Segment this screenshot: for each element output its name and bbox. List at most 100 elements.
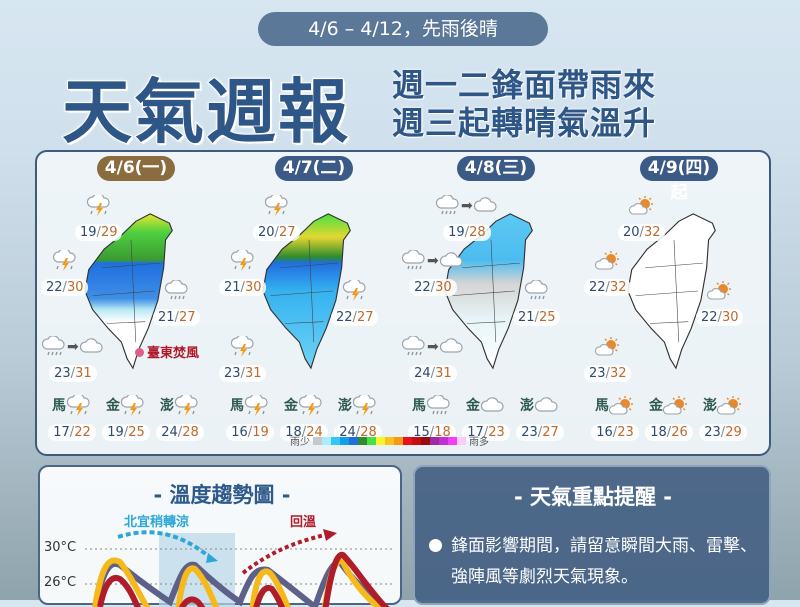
sun-cloud-icon — [663, 395, 689, 417]
high-temp: 19 — [252, 425, 269, 440]
thunder-icon — [174, 395, 200, 417]
temperature: 17/22 — [48, 424, 96, 441]
sun-cloud-icon — [707, 280, 733, 302]
legend-swatch — [340, 436, 349, 445]
legend-swatch — [313, 436, 322, 445]
temperature: 22/32 — [584, 279, 632, 296]
temperature: 19/25 — [102, 424, 150, 441]
island-forecast: 金 19/25 — [101, 395, 151, 441]
spot-east: 21/25 — [513, 280, 561, 326]
low-temp: 18 — [285, 425, 302, 440]
rain-icon — [401, 250, 427, 272]
cloud-icon — [439, 336, 465, 358]
legend-swatch — [322, 436, 331, 445]
sun-cloud-icon — [609, 395, 635, 417]
low-temp: 23 — [704, 425, 721, 440]
period-banner: 4/6 – 4/12，先雨後晴 — [258, 12, 548, 46]
legend-swatch — [349, 436, 358, 445]
low-temp: 20 — [258, 225, 275, 240]
legend-swatch — [412, 436, 421, 445]
date-pill: 4/6(一) — [97, 156, 175, 181]
high-temp: 26 — [671, 425, 688, 440]
spot-west: 21/30 — [219, 250, 267, 296]
legend-swatch — [367, 436, 376, 445]
warm-annotation: 回溫 — [290, 515, 317, 530]
low-temp: 24 — [161, 425, 178, 440]
rain-icon — [164, 280, 190, 302]
low-temp: 24 — [414, 366, 431, 381]
low-temp: 21 — [158, 310, 175, 325]
island-forecast: 馬 17/22 — [47, 395, 97, 441]
low-temp: 19 — [107, 425, 124, 440]
low-temp: 22 — [414, 280, 431, 295]
low-temp: 19 — [80, 225, 97, 240]
spot-south: 23/31 — [219, 336, 267, 382]
day-column: 4/7(二) 20/27 21/30 22/27 23/31 馬 16/19 金 18/24 澎 2… — [213, 150, 395, 456]
high-temp: 23 — [488, 425, 505, 440]
low-temp: 24 — [339, 425, 356, 440]
spot-south: ➡ 23/31 — [41, 336, 105, 382]
rain-icon — [41, 336, 67, 358]
spot-south: ➡ 24/31 — [401, 336, 465, 382]
thunder-icon — [52, 250, 78, 272]
rainfall-map — [627, 213, 716, 370]
low-temp: 22 — [336, 310, 353, 325]
spot-west: 22/30 — [41, 250, 89, 296]
arrow-right-icon: ➡ — [461, 198, 473, 214]
low-temp: 23 — [54, 366, 71, 381]
arrow-right-icon: ➡ — [427, 253, 439, 269]
spot-north: ➡ 19/28 — [435, 195, 499, 241]
rain-legend: 雨少 雨多 — [290, 433, 489, 448]
high-temp: 23 — [617, 425, 634, 440]
rainfall-map — [444, 213, 533, 370]
tip-item: 鋒面影響期間，請留意瞬間大雨、雷擊、強陣風等劇烈天氣現象。 — [451, 536, 757, 587]
temperature: 23/27 — [516, 424, 564, 441]
temperature: 18/26 — [645, 424, 693, 441]
warm-arrow-head — [323, 529, 337, 541]
thunder-icon — [86, 195, 112, 217]
spot-east: 22/27 — [331, 280, 379, 326]
high-temp: 29 — [100, 225, 118, 240]
high-temp: 30 — [721, 310, 739, 325]
thunder-icon — [264, 195, 290, 217]
bullet-icon — [429, 539, 442, 552]
weather-tips-panel: - 天氣重點提醒 - 鋒面影響期間，請留意瞬間大雨、雷擊、強陣風等劇烈天氣現象。 — [413, 465, 771, 605]
rain-icon — [524, 280, 550, 302]
low-temp: 23 — [224, 366, 241, 381]
island-forecast: 金 17/23 — [461, 395, 511, 441]
sun-cloud-icon — [629, 195, 655, 217]
rainfall-map — [262, 213, 351, 370]
island-name: 金 — [284, 398, 298, 414]
temperature: 22/30 — [41, 279, 89, 296]
island-forecast: 金 18/26 — [644, 395, 694, 441]
cool-arrow-head — [206, 553, 218, 563]
thunder-icon — [230, 336, 256, 358]
legend-swatch — [439, 436, 448, 445]
low-temp: 22 — [589, 280, 606, 295]
legend-swatch — [376, 436, 385, 445]
y-label-30: 30°C — [44, 540, 77, 555]
island-forecast: 澎 23/27 — [515, 395, 565, 441]
temperature: 21/30 — [219, 279, 267, 296]
spot-east: 21/27 — [153, 280, 201, 326]
foehn-warning: 臺東焚風 — [135, 342, 199, 361]
legend-swatch — [457, 436, 466, 445]
low-temp: 15 — [413, 425, 430, 440]
cool-arrow — [117, 530, 214, 561]
legend-swatch — [394, 436, 403, 445]
cloud-icon — [79, 336, 105, 358]
high-temp: 29 — [725, 425, 742, 440]
high-temp: 18 — [434, 425, 451, 440]
temperature: 21/25 — [513, 309, 561, 326]
low-temp: 19 — [448, 225, 465, 240]
cloud-icon — [439, 250, 465, 272]
trend-title: - 溫度趨勢圖 - — [153, 483, 291, 507]
high-temp: 31 — [244, 366, 262, 381]
low-temp: 20 — [623, 225, 640, 240]
island-name: 澎 — [703, 398, 717, 414]
thunder-icon — [352, 395, 378, 417]
temperature: 17/23 — [462, 424, 510, 441]
high-temp: 32 — [643, 225, 661, 240]
high-temp: 24 — [306, 425, 323, 440]
spot-south: 23/32 — [584, 336, 632, 382]
